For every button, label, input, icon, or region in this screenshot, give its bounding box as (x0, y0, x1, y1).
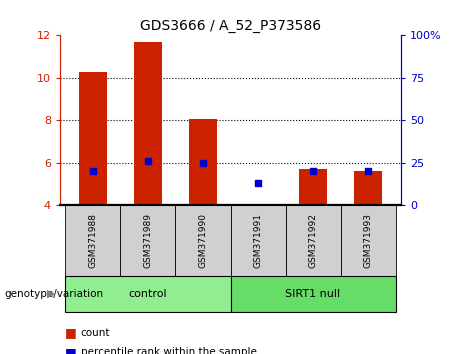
Bar (299, 169, 327, 205)
Point (199, 160, 207, 166)
Bar (189, 119, 217, 205)
Text: GSM371988: GSM371988 (89, 213, 97, 268)
Text: GSM371989: GSM371989 (143, 213, 153, 268)
Text: GSM371993: GSM371993 (364, 213, 372, 268)
Bar (355, 171, 382, 205)
Text: genotype/variation: genotype/variation (5, 289, 104, 299)
Text: SIRT1 null: SIRT1 null (285, 289, 341, 299)
Bar (79, 72, 106, 205)
Text: ▶: ▶ (47, 289, 55, 299)
Text: percentile rank within the sample: percentile rank within the sample (81, 347, 257, 354)
Point (309, 169, 317, 174)
Text: count: count (81, 328, 110, 338)
Text: control: control (129, 289, 167, 299)
Text: GSM371991: GSM371991 (254, 213, 262, 268)
Point (254, 181, 262, 186)
Text: ■: ■ (65, 326, 76, 339)
Text: ■: ■ (65, 346, 76, 354)
Bar (134, 42, 162, 205)
Text: GSM371992: GSM371992 (308, 213, 318, 268)
Text: GSM371990: GSM371990 (199, 213, 207, 268)
Point (89, 169, 97, 174)
Title: GDS3666 / A_52_P373586: GDS3666 / A_52_P373586 (140, 19, 321, 33)
Bar (244, 204, 272, 205)
Point (144, 158, 152, 164)
Point (364, 169, 372, 174)
